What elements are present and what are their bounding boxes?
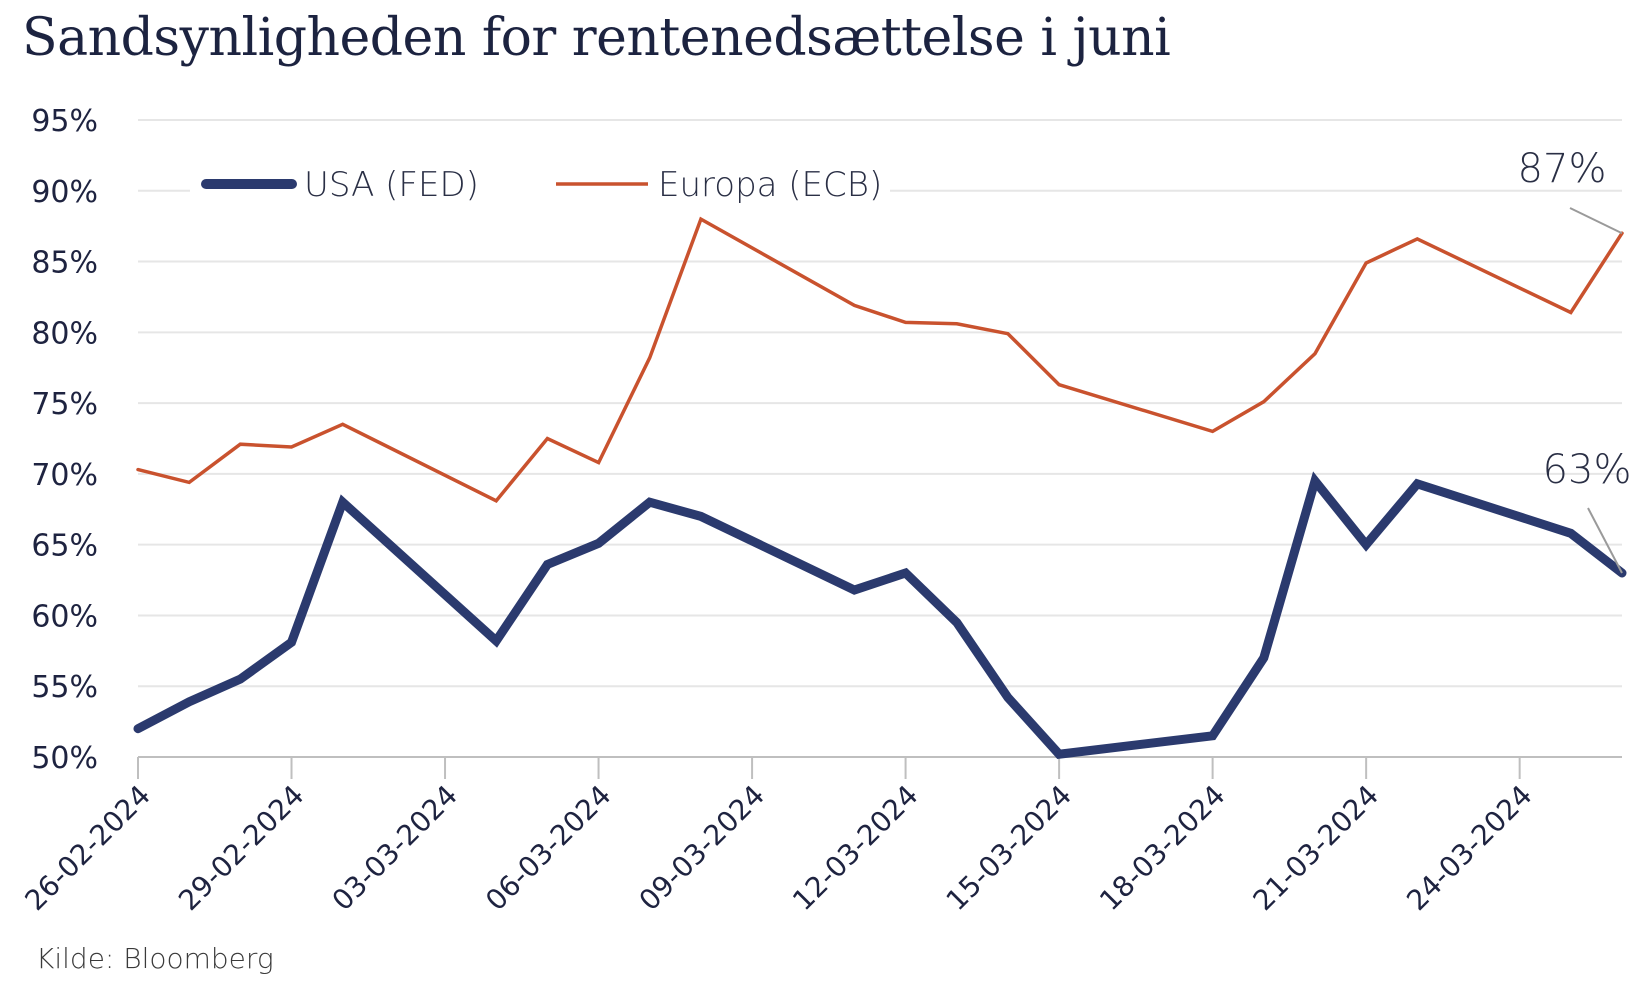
y-axis: 50% 55% 60% 65% 70% 75% 80% 85% 90% 95% <box>31 104 98 776</box>
ecb-series-line <box>136 216 1624 503</box>
chart-title: Sandsynligheden for rentenedsættelse i j… <box>22 8 1171 68</box>
x-tick-label: 12-03-2024 <box>786 779 924 917</box>
y-tick-label: 95% <box>31 104 98 139</box>
y-tick-label: 65% <box>31 529 98 564</box>
annotation-label: 87% <box>1518 146 1607 192</box>
series-lines <box>133 216 1627 759</box>
legend: USA (FED) Europa (ECB) <box>190 140 890 212</box>
y-tick-label: 50% <box>31 741 98 776</box>
fed-series-line <box>133 471 1627 759</box>
y-tick-label: 55% <box>31 670 98 705</box>
y-tick-label: 75% <box>31 387 98 422</box>
x-tick-label: 24-03-2024 <box>1400 779 1538 917</box>
y-tick-label: 70% <box>31 458 98 493</box>
legend-label-fed: USA (FED) <box>304 165 479 205</box>
x-tick-label: 06-03-2024 <box>479 779 617 917</box>
x-tick-label: 21-03-2024 <box>1247 779 1385 917</box>
y-tick-label: 80% <box>31 316 98 351</box>
annotations: 87% 63% <box>1518 146 1632 574</box>
x-tick-label: 03-03-2024 <box>326 779 464 917</box>
x-tick-label: 26-02-2024 <box>19 779 157 917</box>
legend-label-ecb: Europa (ECB) <box>658 165 882 205</box>
source-note: Kilde: Bloomberg <box>36 942 274 975</box>
x-tick-label: 09-03-2024 <box>633 779 771 917</box>
annotation-leader <box>1569 207 1623 235</box>
x-tick-label: 15-03-2024 <box>940 779 1078 917</box>
x-axis: 26-02-2024 29-02-2024 03-03-2024 06-03-2024… <box>19 756 1622 917</box>
annotation-label: 63% <box>1543 447 1632 493</box>
legend-background <box>190 140 890 212</box>
annotation-leader <box>1587 507 1623 574</box>
y-tick-label: 85% <box>31 246 98 281</box>
x-tick-label: 29-02-2024 <box>172 779 310 917</box>
x-tick-label: 18-03-2024 <box>1093 779 1231 917</box>
y-tick-label: 60% <box>31 599 98 634</box>
y-tick-label: 90% <box>31 175 98 210</box>
